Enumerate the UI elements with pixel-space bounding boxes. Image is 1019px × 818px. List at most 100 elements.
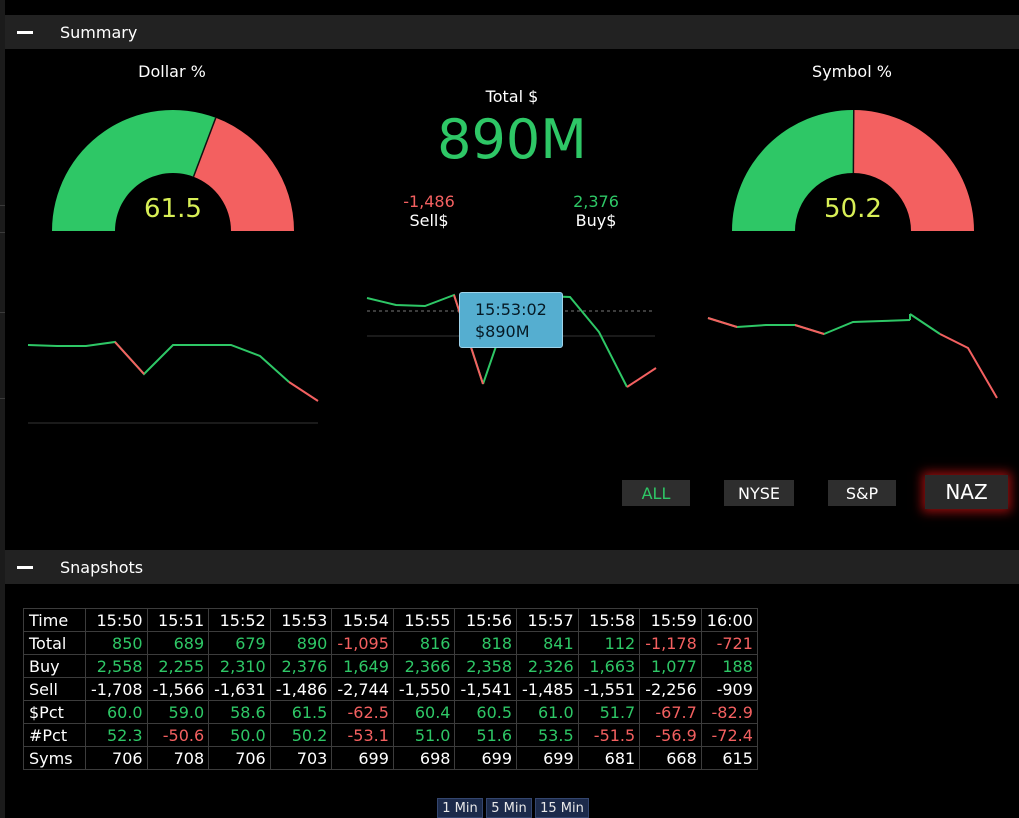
- table-row: Syms 706 708 706 703 699 698 699 699 681 668 615: [23, 746, 758, 770]
- table-cell: -1,550: [392, 677, 456, 701]
- time-header-cell: 16:00: [700, 608, 758, 632]
- table-cell: 61.5: [269, 700, 333, 724]
- table-cell: 615: [700, 746, 758, 770]
- table-cell: 706: [208, 746, 271, 770]
- dollar-gauge-label: Dollar %: [138, 62, 206, 81]
- gauge-sell-segment: [193, 117, 294, 231]
- time-header-cell: 15:56: [454, 608, 518, 632]
- table-cell: 2,366: [392, 654, 456, 678]
- table-cell: -1,566: [146, 677, 210, 701]
- gauge-buy-segment: [52, 109, 216, 231]
- filter-naz-button[interactable]: NAZ: [925, 475, 1008, 509]
- table-cell: -721: [700, 631, 758, 655]
- table-cell: 53.5: [516, 723, 579, 747]
- table-cell: -51.5: [577, 723, 641, 747]
- row-label: $Pct: [23, 700, 86, 724]
- gauge-sell-segment: [853, 110, 974, 231]
- table-cell: 2,358: [454, 654, 518, 678]
- sell-value: -1,486: [403, 192, 455, 211]
- table-cell: 679: [208, 631, 271, 655]
- table-row: Total 850 689 679 890 -1,095 816 818 841 112 -1,17…: [23, 631, 758, 655]
- table-cell: -909: [700, 677, 758, 701]
- filter-nyse-button[interactable]: NYSE: [724, 480, 794, 506]
- row-label: Syms: [23, 746, 86, 770]
- collapse-icon[interactable]: [17, 30, 33, 34]
- snapshots-table: Time 15:50 15:51 15:52 15:53 15:54 15:55 15:56 1…: [23, 608, 758, 770]
- time-header-cell: 15:58: [577, 608, 641, 632]
- table-cell: 1,649: [331, 654, 394, 678]
- filter-all-button[interactable]: ALL: [622, 480, 690, 506]
- table-cell: 850: [85, 631, 148, 655]
- table-cell: 60.0: [85, 700, 148, 724]
- table-cell: 699: [331, 746, 394, 770]
- table-cell: 703: [269, 746, 333, 770]
- table-cell: -53.1: [331, 723, 394, 747]
- collapse-icon[interactable]: [17, 565, 33, 569]
- table-cell: -1,095: [331, 631, 394, 655]
- time-header-cell: 15:55: [392, 608, 456, 632]
- table-cell: 51.7: [577, 700, 641, 724]
- table-cell: 890: [269, 631, 333, 655]
- table-cell: 60.4: [392, 700, 456, 724]
- table-cell: 689: [146, 631, 210, 655]
- row-label: Buy: [23, 654, 86, 678]
- time-header-cell: 15:51: [146, 608, 210, 632]
- table-cell: 698: [392, 746, 456, 770]
- table-cell: -1,485: [516, 677, 579, 701]
- symbol-gauge-label: Symbol %: [812, 62, 892, 81]
- table-row: Buy 2,558 2,255 2,310 2,376 1,649 2,366 2,358 2,…: [23, 654, 758, 678]
- symbol-sparkline: [707, 313, 998, 399]
- table-cell: 1,663: [577, 654, 641, 678]
- table-cell: 188: [700, 654, 758, 678]
- row-label: Total: [23, 631, 86, 655]
- tooltip-value: $890M: [475, 322, 530, 341]
- table-cell: 706: [85, 746, 148, 770]
- table-cell: 60.5: [454, 700, 518, 724]
- table-cell: 1,077: [639, 654, 702, 678]
- table-cell: -1,708: [85, 677, 148, 701]
- table-cell: -1,178: [639, 631, 702, 655]
- table-cell: -56.9: [639, 723, 702, 747]
- time-header-cell: 15:50: [85, 608, 148, 632]
- table-cell: -72.4: [700, 723, 758, 747]
- interval-1min-button[interactable]: 1 Min: [437, 798, 483, 818]
- symbol-gauge: [732, 109, 974, 231]
- filter-sp-button[interactable]: S&P: [828, 480, 896, 506]
- buy-block: 2,376 Buy$: [536, 192, 656, 230]
- table-cell: 2,376: [269, 654, 333, 678]
- total-label: Total $: [485, 87, 539, 106]
- row-label: Sell: [23, 677, 86, 701]
- table-cell: 816: [392, 631, 456, 655]
- interval-15min-button[interactable]: 15 Min: [535, 798, 589, 818]
- buy-label: Buy$: [575, 211, 617, 230]
- snapshots-panel-header[interactable]: Snapshots: [5, 550, 1019, 584]
- table-cell: 61.0: [516, 700, 579, 724]
- snapshots-title: Snapshots: [60, 557, 144, 577]
- sell-block: -1,486 Sell$: [369, 192, 489, 230]
- table-cell: 681: [577, 746, 641, 770]
- time-header-cell: 15:59: [639, 608, 702, 632]
- table-cell: -1,631: [208, 677, 271, 701]
- table-cell: -62.5: [331, 700, 394, 724]
- time-header-cell: 15:54: [331, 608, 394, 632]
- table-cell: 699: [454, 746, 518, 770]
- table-cell: 51.0: [392, 723, 456, 747]
- table-cell: 2,310: [208, 654, 271, 678]
- table-cell: 59.0: [146, 700, 210, 724]
- interval-5min-button[interactable]: 5 Min: [486, 798, 532, 818]
- table-row: $Pct 60.0 59.0 58.6 61.5 -62.5 60.4 60.5 61.0 51.…: [23, 700, 758, 724]
- table-cell: -1,551: [577, 677, 641, 701]
- table-cell: -2,744: [331, 677, 394, 701]
- table-cell: 818: [454, 631, 518, 655]
- table-cell: -2,256: [639, 677, 702, 701]
- table-cell: -1,541: [454, 677, 518, 701]
- time-header-cell: 15:57: [516, 608, 579, 632]
- gauge-buy-segment: [732, 110, 854, 231]
- table-cell: 2,326: [516, 654, 579, 678]
- summary-panel-header[interactable]: Summary: [5, 15, 1019, 49]
- gauge-divider: [192, 117, 217, 178]
- row-label: Time: [23, 608, 86, 632]
- table-cell: 52.3: [85, 723, 148, 747]
- summary-title: Summary: [60, 22, 138, 42]
- dollar-gauge-value: 61.5: [144, 194, 202, 224]
